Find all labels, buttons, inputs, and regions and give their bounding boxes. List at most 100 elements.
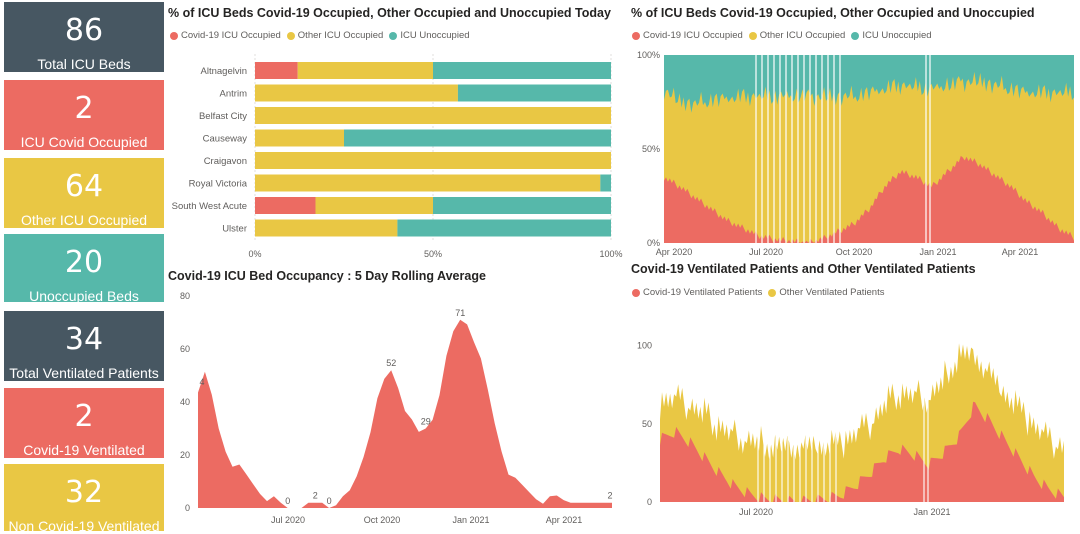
x-tick-label: 50% — [424, 249, 442, 259]
kpi-label: Covid-19 Ventilated — [23, 442, 145, 458]
bar-segment[interactable] — [255, 107, 611, 124]
kpi-card-3[interactable]: 20 Unoccupied Beds — [4, 234, 164, 304]
y-tick-label: 50% — [642, 144, 660, 154]
kpi-label: Total Ventilated Patients — [9, 365, 159, 381]
data-label: 2 — [313, 491, 318, 501]
x-tick-label: Jul 2020 — [749, 247, 783, 257]
bar-segment[interactable] — [397, 219, 611, 237]
area-covid-ventilated[interactable] — [660, 401, 1064, 502]
kpi-label: Total ICU Beds — [37, 56, 131, 72]
bar-segment[interactable] — [297, 62, 433, 79]
category-label: Royal Victoria — [189, 179, 248, 190]
kpi-value: 2 — [74, 399, 94, 434]
legend-item[interactable]: ICU Unoccupied — [851, 30, 932, 41]
trend-chart-legend[interactable]: Covid-19 ICU Occupied Other ICU Occupied I… — [632, 30, 932, 41]
x-tick-label: Jan 2021 — [913, 507, 950, 517]
kpi-card-2[interactable]: 64 Other ICU Occupied — [4, 158, 164, 228]
legend-label: Other Ventilated Patients — [779, 287, 885, 298]
bar-segment[interactable] — [255, 62, 298, 79]
kpi-value: 32 — [64, 475, 104, 510]
legend-dot-icon — [632, 31, 640, 40]
kpi-label: Unoccupied Beds — [29, 288, 139, 304]
kpi-label: Other ICU Occupied — [20, 212, 148, 228]
kpi-card-0[interactable]: 86 Total ICU Beds — [4, 2, 164, 72]
ventilated-chart-legend[interactable]: Covid-19 Ventilated Patients Other Ventil… — [632, 287, 884, 298]
ventilated-chart-title: Covid-19 Ventilated Patients and Other V… — [631, 262, 976, 276]
legend-dot-icon — [170, 31, 178, 40]
y-tick-label: 50 — [642, 419, 652, 429]
legend-dot-icon — [389, 31, 398, 40]
kpi-card-6[interactable]: 32 Non Covid-19 Ventilated — [4, 464, 164, 534]
legend-item[interactable]: ICU Unoccupied — [389, 30, 470, 41]
legend-dot-icon — [286, 31, 295, 40]
y-tick-label: 40 — [180, 397, 190, 407]
x-tick-label: Jul 2020 — [271, 515, 305, 525]
bar-segment[interactable] — [433, 197, 611, 214]
today-chart-title: % of ICU Beds Covid-19 Occupied, Other O… — [168, 6, 611, 20]
kpi-card-4[interactable]: 34 Total Ventilated Patients — [4, 311, 164, 381]
bar-segment[interactable] — [255, 197, 316, 214]
bar-segment[interactable] — [255, 152, 611, 169]
legend-dot-icon — [632, 288, 640, 297]
trend-area-chart[interactable]: 0% 50% 100% Apr 2020 Jul 2020 Oct 2020 Jan 202… — [628, 50, 1076, 260]
category-label: Altnagelvin — [201, 66, 247, 77]
category-label: Belfast City — [199, 111, 247, 122]
x-tick-label: 0% — [248, 249, 261, 259]
x-tick-label: Oct 2020 — [836, 247, 873, 257]
today-chart-legend[interactable]: Covid-19 ICU Occupied Other ICU Occupied I… — [170, 30, 470, 41]
kpi-card-1[interactable]: 2 ICU Covid Occupied — [4, 80, 164, 150]
data-label: 71 — [455, 308, 465, 318]
legend-item[interactable]: Covid-19 ICU Occupied — [170, 30, 281, 41]
trend-chart-title: % of ICU Beds Covid-19 Occupied, Other O… — [631, 6, 1035, 20]
bar-segment[interactable] — [457, 84, 611, 102]
y-tick-label: 0% — [647, 238, 660, 248]
bar-segment[interactable] — [315, 197, 433, 214]
x-tick-label: Apr 2021 — [546, 515, 583, 525]
x-tick-label: Oct 2020 — [364, 515, 401, 525]
data-label: 4 — [199, 377, 204, 387]
category-label: Craigavon — [204, 156, 247, 167]
bar-segment[interactable] — [255, 84, 458, 102]
x-tick-label: 100% — [599, 249, 622, 259]
bar-segment[interactable] — [600, 174, 611, 192]
area-covid[interactable] — [664, 155, 1074, 243]
data-label: 0 — [285, 496, 290, 506]
legend-label: Other ICU Occupied — [759, 30, 846, 41]
today-bar-chart[interactable]: 0% 50% 100% Altnagelvin Antrim Belfast City Ca… — [168, 52, 623, 264]
bar-segment[interactable] — [255, 174, 601, 192]
ventilated-area-chart[interactable]: 0 50 100 Jul 2020 Jan 2021 — [628, 330, 1076, 522]
x-tick-label: Jan 2021 — [919, 247, 956, 257]
data-label: 29 — [421, 417, 431, 427]
bar-segment[interactable] — [433, 62, 611, 79]
data-label: 2 — [607, 491, 612, 501]
legend-label: Other ICU Occupied — [297, 30, 384, 41]
y-tick-label: 0 — [647, 497, 652, 507]
y-tick-label: 20 — [180, 450, 190, 460]
kpi-value: 64 — [64, 169, 104, 204]
y-tick-label: 0 — [185, 503, 190, 513]
legend-item[interactable]: Other ICU Occupied — [748, 30, 846, 41]
category-label: Causeway — [203, 134, 248, 145]
legend-label: ICU Unoccupied — [400, 30, 470, 41]
legend-item[interactable]: Covid-19 Ventilated Patients — [632, 287, 762, 298]
bar-segment[interactable] — [255, 129, 344, 147]
data-label: 0 — [327, 496, 332, 506]
legend-label: Covid-19 ICU Occupied — [181, 30, 281, 41]
category-label: Ulster — [222, 224, 247, 235]
y-tick-label: 100% — [637, 50, 660, 60]
x-tick-label: Jan 2021 — [452, 515, 489, 525]
category-label: Antrim — [220, 89, 248, 100]
legend-label: Covid-19 Ventilated Patients — [643, 287, 763, 298]
y-tick-label: 80 — [180, 291, 190, 301]
bar-segment[interactable] — [344, 129, 611, 147]
legend-item[interactable]: Covid-19 ICU Occupied — [632, 30, 743, 41]
legend-item[interactable]: Other Ventilated Patients — [768, 287, 884, 298]
legend-label: Covid-19 ICU Occupied — [643, 30, 743, 41]
kpi-label: Non Covid-19 Ventilated — [8, 518, 160, 534]
kpi-card-5[interactable]: 2 Covid-19 Ventilated — [4, 388, 164, 458]
y-tick-label: 60 — [180, 344, 190, 354]
legend-item[interactable]: Other ICU Occupied — [286, 30, 384, 41]
area-covid-rolling[interactable] — [198, 319, 612, 508]
bar-segment[interactable] — [255, 219, 398, 237]
